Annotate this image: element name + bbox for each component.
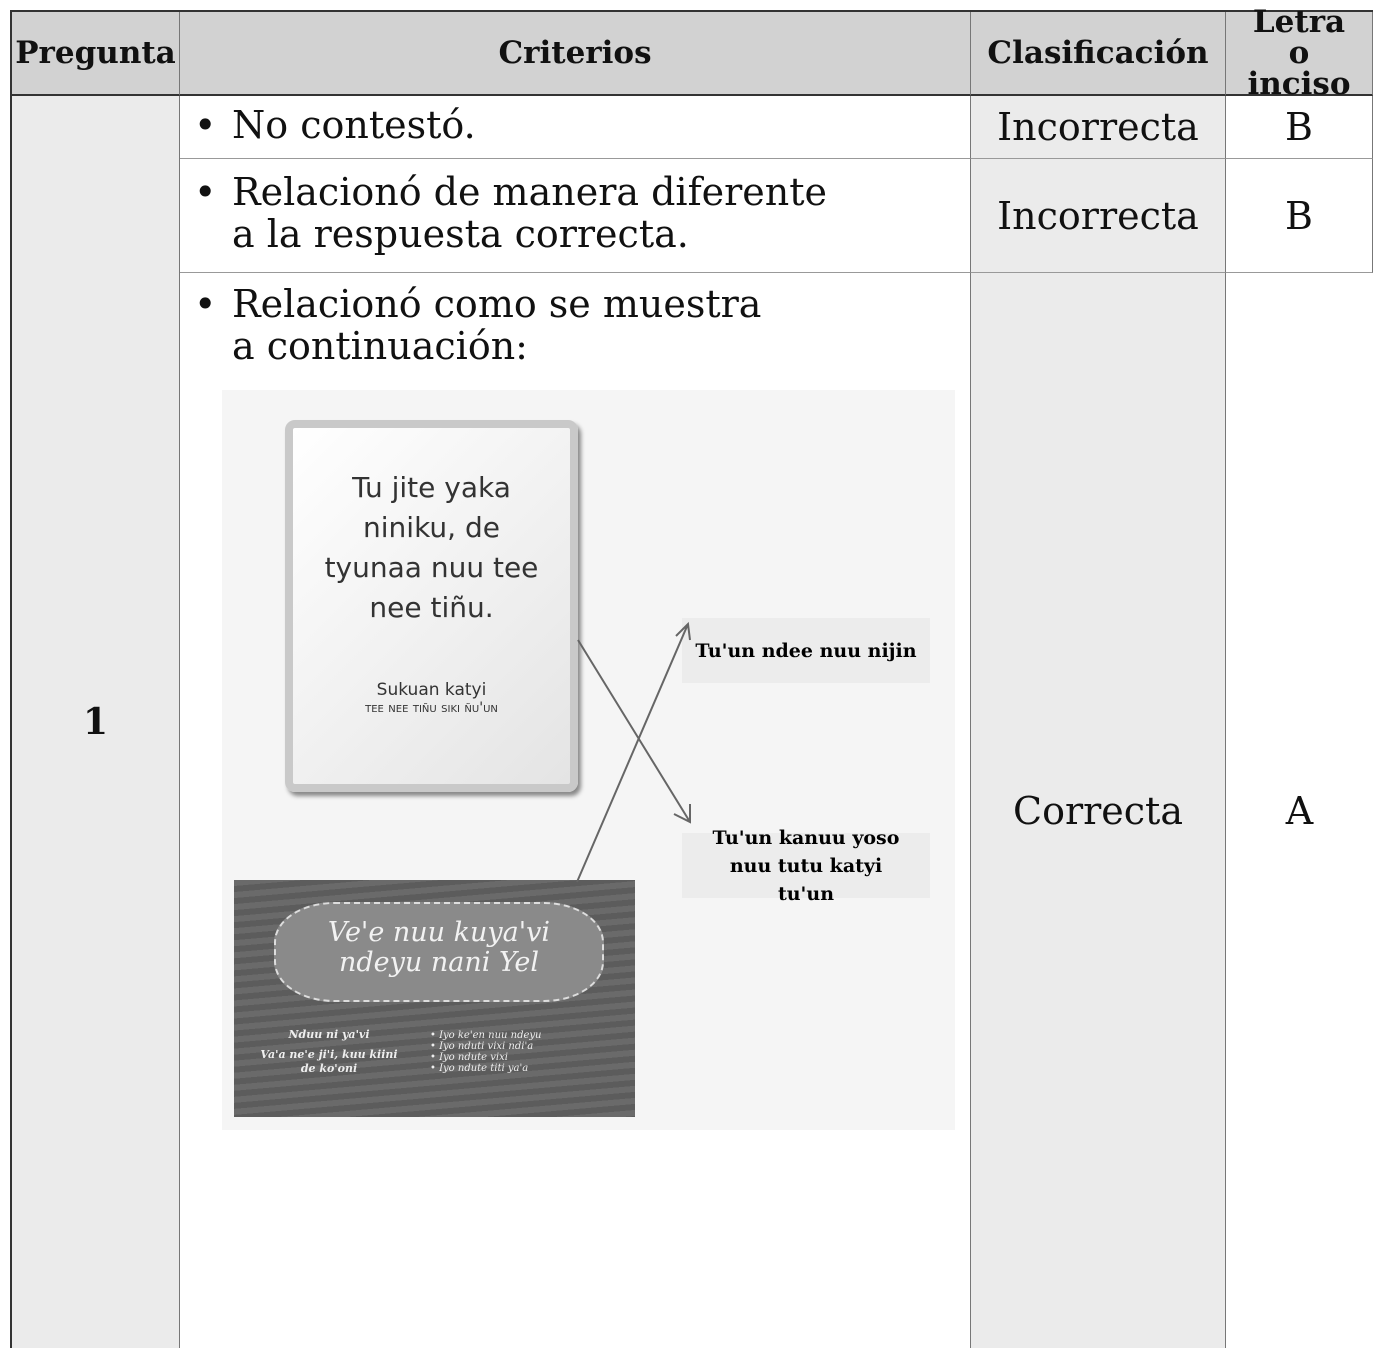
poster-line: Va'a ne'e ji'i, kuu kiini de ko'oni: [260, 1048, 398, 1075]
letter: A: [1285, 788, 1314, 833]
poster-bullet: • Iyo nduti vixi ndi'a: [430, 1041, 534, 1052]
header-cell: Criterios: [180, 12, 971, 96]
poster: Tu jite yaka niniku, de tyunaa nuu tee n…: [285, 420, 578, 792]
poster-bullets: • Iyo ke'en nuu ndeyu • Iyo nduti vixi n…: [430, 1030, 620, 1074]
poster-left: Nduu ni ya'vi Va'a ne'e ji'i, kuu kiini d…: [254, 1028, 404, 1076]
classification: Incorrecta: [971, 159, 1226, 273]
bullet-dot: •: [430, 1030, 440, 1041]
poster-author: Tee nee tiñu siki ñu'un: [365, 700, 498, 716]
question-number: 1: [12, 96, 180, 1348]
table: [10, 10, 1373, 1348]
header-cell: Clasificación: [971, 12, 1226, 96]
banner: [274, 902, 604, 1002]
match-label: Tu'un ndee nuu nijin: [682, 618, 930, 683]
poster-source: Sukuan katyi: [376, 680, 487, 700]
criterion: • No contestó.: [180, 96, 971, 159]
bullet-dot: •: [430, 1052, 440, 1063]
criterion-text: Relacionó como se muestra a continuación…: [232, 282, 762, 368]
poster: Ve'e nuu kuya'vi ndeyu nani Yel Nduu ni …: [234, 880, 635, 1117]
arrow: [576, 621, 691, 883]
classification: Correcta: [971, 273, 1226, 1348]
criterion: • Relacionó como se muestra a continuació…: [180, 273, 971, 1348]
criterion-text: Relacionó de manera diferente a la respu…: [232, 170, 828, 256]
poster-bullet: • Iyo ndute titi ya'a: [430, 1063, 529, 1074]
poster-line: Nduu ni ya'vi: [288, 1028, 370, 1041]
bullet-dot: •: [430, 1041, 440, 1052]
poster-title: Ve'e nuu kuya'vi ndeyu nani Yel: [327, 917, 551, 978]
poster-text: Tu jite yaka niniku, de tyunaa nuu tee n…: [324, 471, 539, 624]
header-cell: Pregunta: [12, 12, 180, 96]
poster-bullet: • Iyo ke'en nuu ndeyu: [430, 1030, 542, 1041]
poster-bullet: • Iyo ndute vixi: [430, 1052, 508, 1063]
classification: Incorrecta: [971, 96, 1226, 159]
header-cell: Letra o inciso: [1226, 6, 1373, 99]
criterion-text: No contestó.: [232, 103, 476, 147]
criterion: • Relacionó de manera diferente a la resp…: [180, 159, 971, 273]
arrow: [577, 639, 691, 824]
bullet-dot: •: [430, 1063, 440, 1074]
